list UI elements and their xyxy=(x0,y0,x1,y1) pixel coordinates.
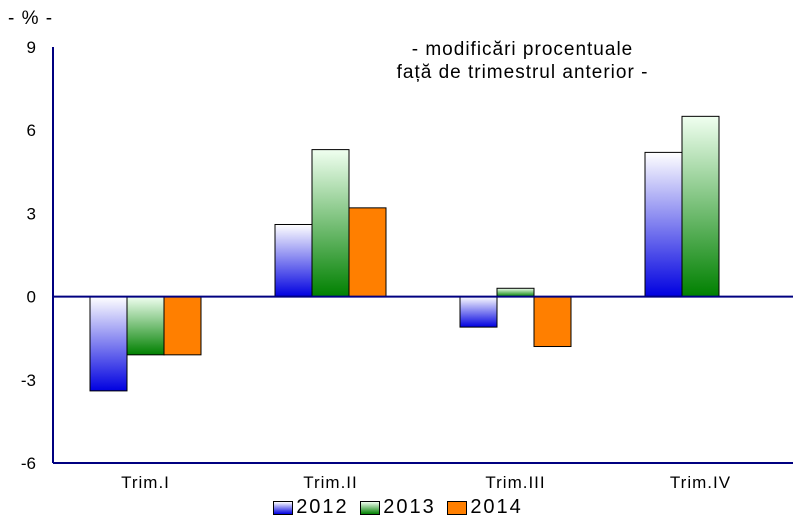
y-tick-label: -3 xyxy=(21,371,36,390)
bar-2013-trimii xyxy=(311,149,350,298)
legend-item-2012: 2012 xyxy=(273,496,349,519)
tick-labels-layer: 9 6 3 0 -3 -6 xyxy=(21,38,36,473)
bar-2014-trimii xyxy=(348,207,387,298)
bar-2012-trimiv xyxy=(644,151,683,298)
bars-layer xyxy=(89,115,720,392)
category-label: Trim.IV xyxy=(670,473,731,492)
legend-swatch-2014 xyxy=(447,500,468,515)
legend-item-2014: 2014 xyxy=(447,496,523,519)
y-tick-label: 0 xyxy=(27,288,36,307)
legend-label-2013: 2013 xyxy=(383,496,436,518)
category-labels-layer: Trim.I Trim.II Trim.III Trim.IV xyxy=(121,473,731,492)
category-label: Trim.II xyxy=(303,473,358,492)
unit-label: - % - xyxy=(8,8,54,29)
bar-2014-trimiii xyxy=(533,296,572,348)
category-label: Trim.I xyxy=(121,473,170,492)
bar-2012-trimiii xyxy=(459,296,498,328)
legend-swatch-2013 xyxy=(360,500,381,515)
axes-layer xyxy=(52,47,793,464)
y-tick-label: 9 xyxy=(27,38,36,57)
legend-label-2014: 2014 xyxy=(470,496,523,518)
subtitle-line-1: - modificări procentuale xyxy=(411,39,634,60)
bar-2013-trimiv xyxy=(681,115,720,298)
y-tick-label: 3 xyxy=(27,204,36,223)
bar-2012-trimii xyxy=(274,223,313,298)
bar-2013-trimiii xyxy=(496,287,535,298)
chart-subtitle: - modificări procentuale față de trimest… xyxy=(350,38,695,84)
bar-2014-trimi xyxy=(163,296,202,356)
legend: 2012 2013 2014 xyxy=(0,496,796,521)
legend-label-2012: 2012 xyxy=(296,496,349,518)
y-tick-label: -6 xyxy=(21,454,36,473)
y-tick-label: 6 xyxy=(27,121,36,140)
legend-item-2013: 2013 xyxy=(360,496,436,519)
subtitle-line-2: față de trimestrul anterior - xyxy=(396,62,649,83)
bar-2012-trimi xyxy=(89,296,128,392)
bar-2013-trimi xyxy=(126,296,165,356)
legend-swatch-2012 xyxy=(273,500,294,515)
category-label: Trim.III xyxy=(485,473,545,492)
